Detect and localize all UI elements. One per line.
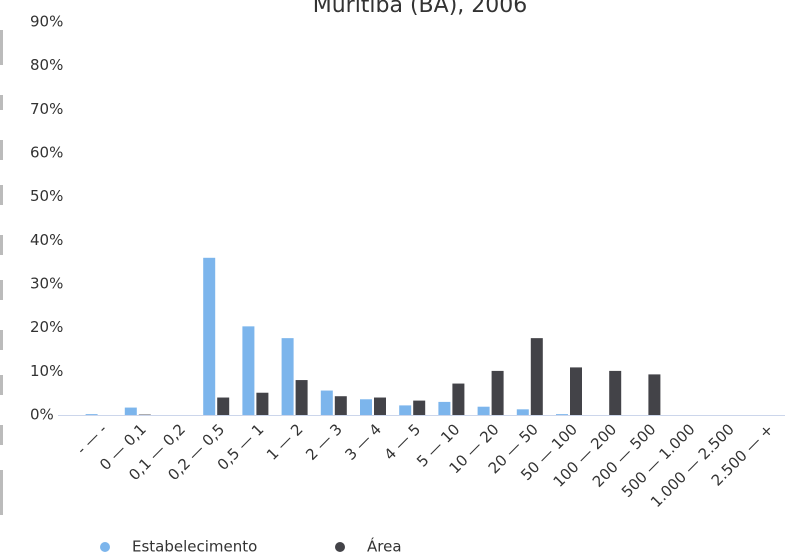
y-tick-label: 40%: [30, 231, 63, 249]
bar: [477, 406, 490, 415]
bar: [609, 370, 622, 415]
bar: [491, 370, 504, 415]
bar: [295, 380, 308, 415]
left-edge-decoration: [0, 30, 3, 515]
bar: [124, 407, 137, 415]
bar: [413, 400, 426, 415]
bar: [320, 390, 333, 415]
y-tick-label: 90%: [30, 13, 63, 31]
legend-label: Estabelecimento: [132, 538, 257, 554]
bar: [438, 401, 451, 415]
bar: [281, 338, 294, 415]
y-tick-label: 50%: [30, 187, 63, 205]
y-tick-label: 20%: [30, 318, 63, 336]
legend-marker: [335, 542, 345, 552]
x-tick-label: 1 — 2: [263, 420, 307, 464]
bar: [516, 409, 529, 415]
bar: [530, 338, 543, 415]
bar: [556, 414, 568, 415]
y-tick-label: 60%: [30, 144, 63, 162]
bar: [85, 414, 98, 415]
legend-marker: [100, 542, 110, 552]
bar: [399, 405, 412, 415]
y-tick-label: 0%: [30, 406, 54, 424]
x-tick-label: 2 — 3: [302, 420, 346, 464]
bar: [203, 257, 216, 415]
y-tick-label: 80%: [30, 56, 63, 74]
bar: [256, 392, 269, 415]
bar: [648, 374, 661, 415]
x-tick-label: 3 — 4: [341, 420, 385, 464]
bar: [217, 397, 230, 415]
bar: [334, 396, 347, 415]
y-tick-label: 30%: [30, 275, 63, 293]
legend-label: Área: [367, 537, 402, 554]
y-tick-label: 10%: [30, 362, 63, 380]
chart-title: Muritiba (BA), 2006: [313, 0, 528, 18]
bar: [360, 399, 372, 415]
y-tick-label: 70%: [30, 100, 63, 118]
bar: [242, 326, 255, 415]
bar: [374, 397, 386, 415]
bar: [570, 367, 582, 415]
bar: [452, 383, 465, 415]
